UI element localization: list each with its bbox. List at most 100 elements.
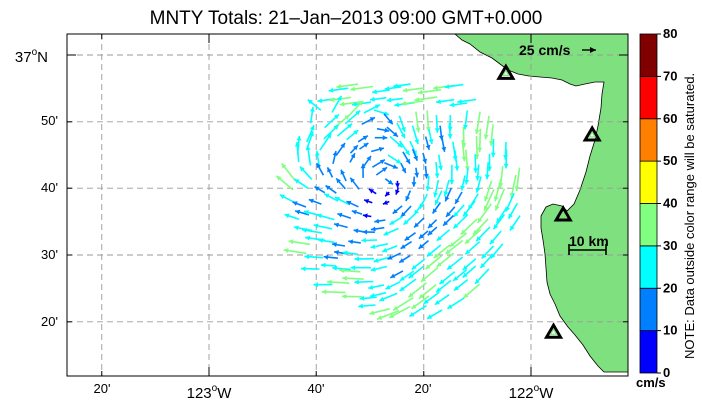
current-vector-208 [323, 254, 338, 260]
colorbar-segment-3 [639, 203, 658, 247]
current-vector-199 [418, 239, 430, 250]
current-vector-161 [351, 209, 363, 215]
current-vector-89 [362, 155, 372, 168]
station-east-middle-icon [553, 205, 573, 222]
current-vector-144 [363, 199, 373, 204]
colorbar-tick-label-30: 30 [663, 238, 677, 253]
current-vector-42 [386, 126, 399, 138]
x-tick-122w: 122oW [509, 383, 555, 402]
current-vector-242 [407, 282, 427, 298]
current-vector-202 [445, 239, 464, 255]
current-vector-188 [475, 226, 491, 242]
current-vector-232 [452, 269, 468, 282]
current-vector-221 [300, 266, 320, 272]
current-vector-27 [383, 113, 394, 125]
current-vector-45 [428, 128, 434, 145]
current-vector-65 [490, 138, 496, 158]
current-vector-251 [379, 292, 398, 302]
current-vector-241 [399, 278, 417, 292]
current-vector-96 [449, 164, 455, 185]
current-vector-177 [333, 222, 348, 229]
current-vector-111 [411, 176, 417, 187]
current-vector-262 [426, 309, 443, 320]
current-vector-253 [411, 295, 430, 310]
current-vector-56 [374, 135, 388, 141]
current-vector-201 [433, 244, 451, 259]
current-vector-49 [477, 128, 483, 153]
current-vector-162 [362, 213, 372, 219]
scale-bar [568, 244, 607, 255]
current-vector-198 [400, 240, 413, 250]
current-vector-237 [342, 275, 364, 281]
map-plot-area: 25 cm/s 10 km [66, 33, 629, 377]
station-east-upper-icon [582, 125, 602, 142]
x-tick-20: 20' [415, 381, 432, 396]
current-vector-213 [387, 252, 402, 261]
current-vector-200 [426, 244, 442, 258]
y-axis: 37oN 50' 40' 30' 20' [15, 47, 58, 329]
current-vector-83 [503, 149, 509, 169]
current-vector-254 [423, 291, 440, 305]
current-vector-196 [370, 243, 388, 249]
colorbar-segment-0 [639, 330, 658, 374]
scale-bar-label: 10 km [569, 233, 609, 249]
current-vector-91 [383, 161, 399, 169]
current-vector-173 [509, 215, 521, 231]
colorbar-segment-1 [639, 287, 658, 332]
current-vector-212 [373, 256, 391, 263]
x-axis: 20' 123oW 40' 20' 122oW [94, 381, 555, 402]
current-vector-57 [389, 135, 403, 148]
current-vector-25 [363, 104, 381, 114]
colorbar-segment-7 [639, 33, 658, 77]
current-vector-19 [435, 98, 455, 105]
current-vector-84 [294, 141, 300, 163]
current-vector-246 [462, 283, 481, 299]
current-vector-236 [327, 279, 350, 285]
current-vector-4 [384, 86, 402, 91]
current-vector-131 [434, 190, 443, 206]
current-vector-149 [431, 202, 442, 214]
current-vector-52 [323, 124, 340, 140]
current-vector-257 [358, 303, 376, 309]
current-vector-6 [402, 87, 425, 93]
current-vector-108 [375, 166, 388, 176]
current-vector-120 [275, 175, 294, 191]
current-vector-76 [411, 148, 419, 161]
current-vector-210 [342, 250, 359, 256]
current-vector-150 [445, 206, 456, 218]
frame-ticks [67, 34, 628, 376]
current-vector-3 [371, 89, 390, 95]
y-tick-30: 30' [41, 247, 58, 262]
current-vector-51 [306, 124, 315, 143]
current-vector-154 [495, 206, 508, 224]
current-vector-247 [321, 289, 346, 295]
current-vector-218 [446, 256, 464, 271]
current-vector-259 [376, 310, 400, 320]
current-vector-228 [399, 270, 415, 282]
current-vector-140 [308, 198, 322, 205]
current-vector-39 [344, 109, 361, 125]
current-vector-33 [463, 110, 469, 130]
current-vector-215 [411, 258, 426, 271]
current-vector-37 [324, 113, 340, 129]
current-vector-211 [354, 256, 374, 262]
current-vector-207 [304, 254, 324, 260]
current-vector-142 [334, 196, 350, 206]
current-vector-54 [346, 129, 359, 141]
current-vector-220 [479, 253, 494, 269]
current-vector-255 [434, 294, 450, 306]
current-vector-81 [473, 154, 479, 173]
current-vector-184 [427, 226, 438, 236]
current-vector-151 [453, 204, 465, 218]
current-vector-250 [369, 291, 387, 298]
current-vector-41 [376, 127, 390, 133]
current-vector-75 [402, 151, 411, 165]
colorbar-unit: cm/s [636, 375, 666, 390]
current-vector-87 [332, 150, 338, 164]
current-vector-29 [415, 111, 421, 133]
current-vector-152 [462, 200, 476, 217]
current-vector-234 [474, 268, 490, 285]
current-vector-135 [483, 188, 495, 212]
current-vector-156 [284, 213, 300, 221]
